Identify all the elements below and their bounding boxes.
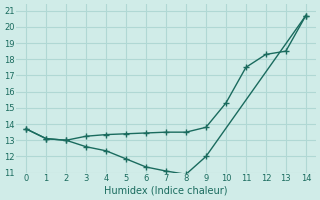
X-axis label: Humidex (Indice chaleur): Humidex (Indice chaleur): [104, 186, 228, 196]
